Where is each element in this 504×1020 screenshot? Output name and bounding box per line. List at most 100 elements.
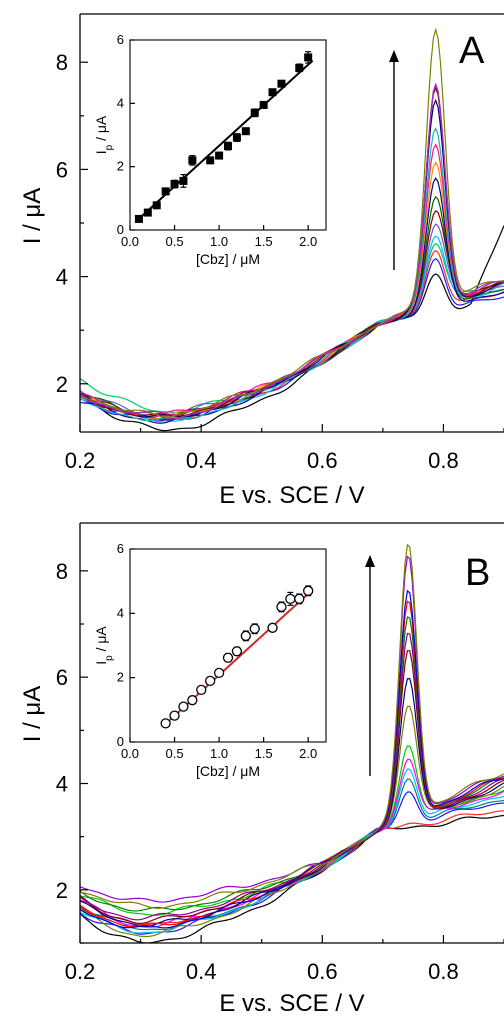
panel-b-inset: 0.0 0.5 1.0 1.5 2.0 0 2 4 6 [Cbz] / μM Ip / μA bbox=[93, 541, 327, 779]
panel-a-inset-point bbox=[250, 108, 259, 117]
panel-a-y-tick-label: 6 bbox=[56, 157, 68, 182]
panel-b-inset-y-tick-label: 6 bbox=[117, 541, 124, 556]
panel-a-voltammogram-3 bbox=[79, 249, 504, 421]
panel-b-voltammogram-12 bbox=[79, 616, 504, 912]
panel-a-increase-arrow bbox=[389, 50, 399, 270]
panel-a-inset: 0.0 0.5 1.0 1.5 2.0 0 2 4 6 [Cbz] / μM Ip / μA bbox=[93, 32, 327, 267]
panel-b-inset-point bbox=[276, 601, 287, 613]
panel-a-x-tick-label: 0.4 bbox=[186, 448, 217, 473]
panel-b-y-tick-label: 8 bbox=[56, 559, 68, 584]
panel-a-arrow-head bbox=[389, 50, 399, 62]
panel-b-xlabel: E vs. SCE / V bbox=[219, 990, 364, 1017]
panel-a-y-tick-label: 4 bbox=[56, 265, 68, 290]
panel-a-inset-point bbox=[224, 142, 232, 151]
panel-b-inset-xlabel: [Cbz] / μM bbox=[196, 763, 260, 779]
panel-a-inset-point bbox=[268, 88, 277, 97]
panel-a-axes: 0.2 0.4 0.6 0.8 2 4 6 8 bbox=[56, 13, 504, 473]
panel-a-inset-point bbox=[295, 63, 304, 72]
panel-b-inset-point bbox=[187, 695, 198, 706]
panel-a-inset-point bbox=[215, 151, 224, 160]
panel-b-inset-point bbox=[169, 710, 180, 721]
panel-b-x-tick-label: 0.6 bbox=[307, 959, 338, 984]
panel-b-inset-ylabel: Ip / μA bbox=[93, 626, 115, 665]
panel-a-inset-xlabel: [Cbz] / μM bbox=[196, 251, 260, 267]
panel-a-inset-point bbox=[277, 79, 286, 88]
panel-b-inset-point bbox=[178, 701, 189, 712]
panel-b-curves bbox=[79, 543, 504, 944]
panel-b-inset-y-tick-label: 0 bbox=[117, 734, 124, 749]
panel-a-y-tick-label: 8 bbox=[56, 50, 68, 75]
panel-b-y-tick-label: 6 bbox=[56, 665, 68, 690]
panel-b-inset-y-tick-label: 4 bbox=[117, 605, 124, 620]
panel-b-voltammogram-2 bbox=[79, 810, 504, 926]
panel-b-inset-fit-line bbox=[163, 591, 311, 727]
panel-a-inset-x-tick-label: 0.5 bbox=[166, 234, 184, 249]
panel-a-voltammogram-17 bbox=[79, 27, 504, 418]
panel-a-inset-x-tick-label: 0.0 bbox=[121, 234, 139, 249]
panel-b-y-tick-label: 2 bbox=[56, 878, 68, 903]
panel-a-x-tick-label: 0.2 bbox=[65, 448, 96, 473]
panel-a-xlabel: E vs. SCE / V bbox=[219, 482, 364, 509]
panel-b-axes: 0.2 0.4 0.6 0.8 2 4 6 8 bbox=[56, 522, 504, 984]
panel-b-voltammogram-8 bbox=[79, 705, 504, 938]
panel-a-inset-point bbox=[304, 53, 313, 62]
panel-b-inset-y-tick-label: 2 bbox=[117, 670, 124, 685]
panel-b-voltammogram-6 bbox=[79, 745, 504, 916]
panel-b-inset-point bbox=[249, 623, 260, 634]
panel-b-voltammogram-11 bbox=[79, 632, 504, 921]
panel-a-inset-x-tick-label: 1.0 bbox=[210, 234, 228, 249]
panel-b-inset-x-tick-label: 1.0 bbox=[210, 746, 228, 761]
panel-b-x-tick-label: 0.4 bbox=[186, 959, 217, 984]
panel-a-inset-point bbox=[241, 127, 250, 136]
panel-a-voltammogram-14 bbox=[79, 86, 504, 417]
panel-a-inset-point bbox=[179, 176, 188, 185]
panel-b-inset-point bbox=[213, 667, 225, 678]
panel-a-inset-point bbox=[161, 187, 170, 196]
panel-a-inset-point bbox=[188, 156, 197, 165]
panel-b-inset-frame bbox=[129, 548, 327, 743]
panel-a-inset-ylabel-subscript: p bbox=[104, 144, 115, 150]
panel-b-inset-x-tick-label: 0.0 bbox=[121, 746, 139, 761]
panel-b-increase-arrow bbox=[365, 555, 375, 776]
panel-a-x-tick-label: 0.8 bbox=[428, 448, 459, 473]
panel-b-inset-point bbox=[160, 718, 171, 729]
panel-a-inset-ylabel: Ip / μA bbox=[93, 115, 115, 154]
panel-a-inset-y-tick-label: 2 bbox=[117, 159, 124, 174]
panel-b-inset-point bbox=[222, 652, 234, 663]
panel-b-inset-point bbox=[240, 630, 251, 641]
panel-a-inset-y-tick-label: 4 bbox=[117, 95, 124, 110]
panel-a-voltammogram-5 bbox=[79, 235, 504, 422]
panel-a-x-tick-label: 0.6 bbox=[307, 448, 338, 473]
panel-a-label: A bbox=[459, 30, 485, 72]
panel-b-inset-ylabel-main: I bbox=[93, 661, 109, 665]
panel-b-inset-x-tick-label: 0.5 bbox=[166, 746, 184, 761]
panel-b-y-tick-label: 4 bbox=[56, 772, 68, 797]
panel-b-voltammogram-14 bbox=[79, 589, 504, 929]
panel-a-voltammogram-1 bbox=[79, 225, 504, 432]
panel-b-x-tick-label: 0.2 bbox=[65, 959, 96, 984]
panel-b-inset-x-tick-label: 1.5 bbox=[255, 746, 273, 761]
panel-b-arrow-head bbox=[365, 555, 375, 567]
panel-a-y-tick-label: 2 bbox=[56, 372, 68, 397]
panel-b-voltammogram-5 bbox=[79, 768, 504, 934]
panel-b-inset-ylabel-suffix: / μA bbox=[93, 626, 109, 656]
panel-a-inset-point bbox=[206, 156, 215, 165]
panel-a-inset-y-tick-label: 0 bbox=[117, 222, 124, 237]
panel-a-inset-ylabel-main: I bbox=[93, 150, 109, 154]
panel-a-inset-point bbox=[134, 214, 143, 223]
panel-a-curves bbox=[79, 27, 504, 432]
panel-b-voltammogram-7 bbox=[79, 758, 504, 928]
panel-a-inset-point bbox=[259, 100, 268, 109]
panel-b-inset-point bbox=[196, 684, 207, 696]
panel-b-inset-point bbox=[205, 675, 216, 687]
panel-a-ylabel: I / μA bbox=[19, 188, 46, 245]
panel-b-inset-point bbox=[231, 646, 243, 657]
panel-a-voltammogram-6 bbox=[79, 223, 504, 417]
panel-a-inset-point bbox=[152, 201, 161, 210]
panel-b-ylabel: I / μA bbox=[19, 686, 46, 743]
panel-b-x-tick-label: 0.8 bbox=[428, 959, 459, 984]
panel-b-label: B bbox=[465, 552, 490, 594]
